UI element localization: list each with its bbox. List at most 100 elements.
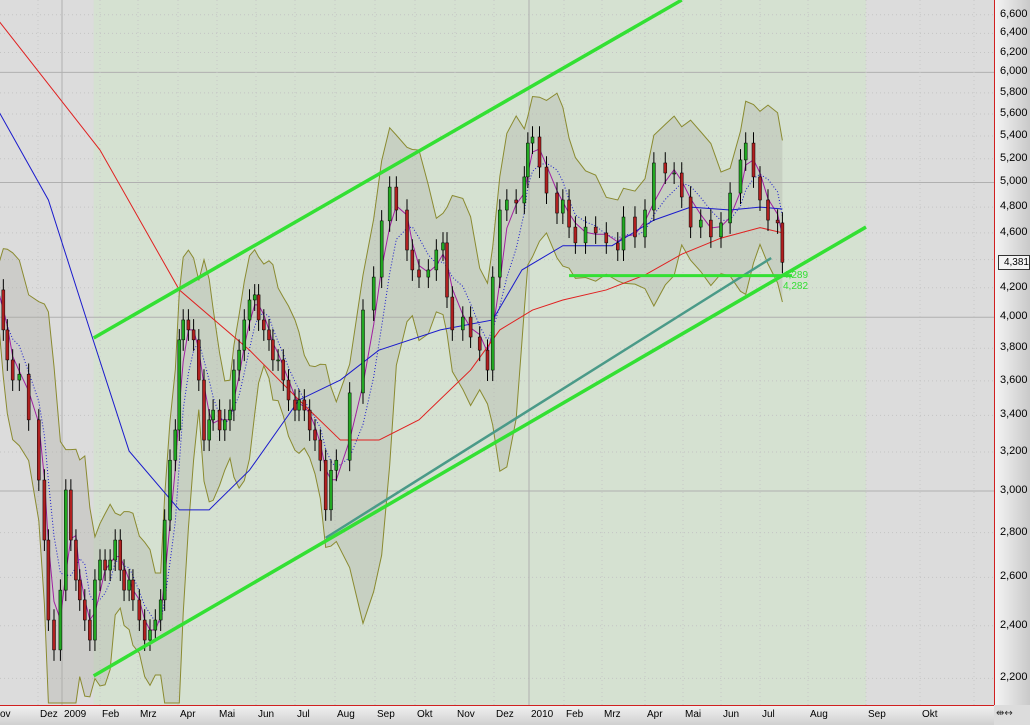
candle bbox=[766, 189, 770, 232]
candle-body bbox=[387, 186, 392, 222]
time-tick-label: Mai bbox=[685, 709, 702, 720]
candle bbox=[98, 549, 102, 591]
candle bbox=[751, 132, 756, 188]
candle bbox=[186, 309, 191, 341]
time-axis[interactable] bbox=[0, 705, 994, 725]
candle bbox=[775, 209, 780, 234]
scroll-right-icon[interactable]: ↔ bbox=[1004, 708, 1013, 719]
candle bbox=[267, 319, 271, 351]
candle-body bbox=[604, 232, 609, 244]
candle-body bbox=[77, 579, 82, 601]
candle-body bbox=[58, 589, 63, 651]
candle-body bbox=[122, 569, 126, 591]
candle-body bbox=[98, 559, 102, 581]
price-tick-label: 2,200 bbox=[1000, 671, 1028, 684]
trendline bbox=[325, 256, 772, 539]
candle bbox=[17, 363, 22, 392]
ma-mid-line bbox=[0, 112, 783, 511]
candle bbox=[461, 306, 465, 341]
candle-body bbox=[64, 489, 68, 591]
time-tick-label: Feb bbox=[566, 709, 584, 720]
candle bbox=[281, 349, 286, 392]
candle-body bbox=[313, 429, 317, 441]
candle bbox=[103, 549, 107, 582]
candle-body bbox=[573, 226, 578, 244]
candle bbox=[148, 619, 152, 652]
candle-body bbox=[323, 459, 328, 511]
candle bbox=[217, 399, 222, 441]
candle-body bbox=[217, 409, 222, 431]
candle bbox=[153, 609, 158, 642]
candle-body bbox=[780, 222, 785, 263]
candle-body bbox=[490, 276, 495, 371]
time-tick-label: Nov bbox=[457, 709, 475, 720]
price-axis[interactable] bbox=[994, 0, 1030, 705]
candle-body bbox=[410, 249, 415, 271]
candle-body bbox=[434, 249, 439, 271]
candle-body bbox=[186, 319, 191, 331]
price-tick-label: 3,200 bbox=[1000, 445, 1028, 458]
candle-body bbox=[679, 172, 684, 198]
candle bbox=[537, 126, 542, 179]
candle-body bbox=[505, 199, 509, 211]
candle-body bbox=[197, 339, 201, 381]
candle-body bbox=[108, 559, 112, 571]
candle bbox=[252, 284, 257, 311]
time-tick-label: Jul bbox=[297, 709, 310, 720]
candle-body bbox=[498, 209, 502, 278]
candle-body bbox=[537, 136, 542, 168]
candle bbox=[688, 186, 693, 239]
candle-body bbox=[738, 159, 743, 194]
time-tick-label: Sep bbox=[868, 709, 886, 720]
candle-body bbox=[593, 226, 598, 234]
time-tick-label: 2010 bbox=[531, 709, 554, 720]
candle bbox=[69, 479, 73, 552]
price-chart[interactable] bbox=[0, 0, 994, 705]
candle bbox=[5, 319, 10, 371]
candle-body bbox=[131, 579, 135, 601]
candle-body bbox=[544, 166, 549, 194]
candle bbox=[583, 216, 588, 254]
time-tick-label: Aug bbox=[337, 709, 355, 720]
candle-body bbox=[93, 579, 97, 641]
candle bbox=[242, 309, 247, 362]
candle bbox=[271, 329, 275, 371]
candle bbox=[323, 449, 328, 521]
candle-body bbox=[758, 176, 762, 201]
candle-body bbox=[371, 276, 376, 311]
candle bbox=[162, 509, 167, 611]
candle bbox=[108, 549, 112, 582]
candle-body bbox=[153, 619, 158, 631]
candle bbox=[197, 329, 201, 392]
candle-body bbox=[688, 196, 693, 228]
candle-body bbox=[118, 539, 123, 571]
candle-body bbox=[621, 216, 626, 251]
bollinger-upper bbox=[0, 92, 783, 574]
candle bbox=[490, 266, 495, 382]
candle bbox=[127, 569, 131, 602]
candle bbox=[286, 369, 291, 411]
price-tick-label: 5,600 bbox=[1000, 107, 1028, 119]
candle-body bbox=[26, 373, 31, 421]
candle-body bbox=[46, 539, 51, 621]
candle-body bbox=[162, 519, 167, 601]
candle-body bbox=[405, 209, 409, 251]
candle-body bbox=[69, 489, 73, 541]
candle-body bbox=[633, 216, 637, 238]
price-tick-label: 4,200 bbox=[1000, 280, 1028, 293]
candle-body bbox=[37, 419, 41, 481]
candle bbox=[297, 389, 301, 422]
price-tick-label: 6,000 bbox=[1000, 65, 1028, 78]
candle bbox=[441, 232, 445, 261]
candle-body bbox=[177, 339, 182, 431]
candle-body bbox=[567, 199, 571, 228]
bollinger-mid-dotted bbox=[0, 162, 783, 623]
time-tick-label: Mrz bbox=[604, 709, 621, 720]
scroll-left-icon[interactable]: ⇹ bbox=[996, 708, 1005, 719]
candle bbox=[593, 216, 598, 244]
candle-body bbox=[267, 329, 271, 341]
candle-body bbox=[191, 329, 196, 341]
candle-body bbox=[450, 296, 455, 331]
scroll-buttons[interactable]: ⇹↔ bbox=[996, 708, 1013, 720]
ma-long-line bbox=[0, 21, 783, 441]
